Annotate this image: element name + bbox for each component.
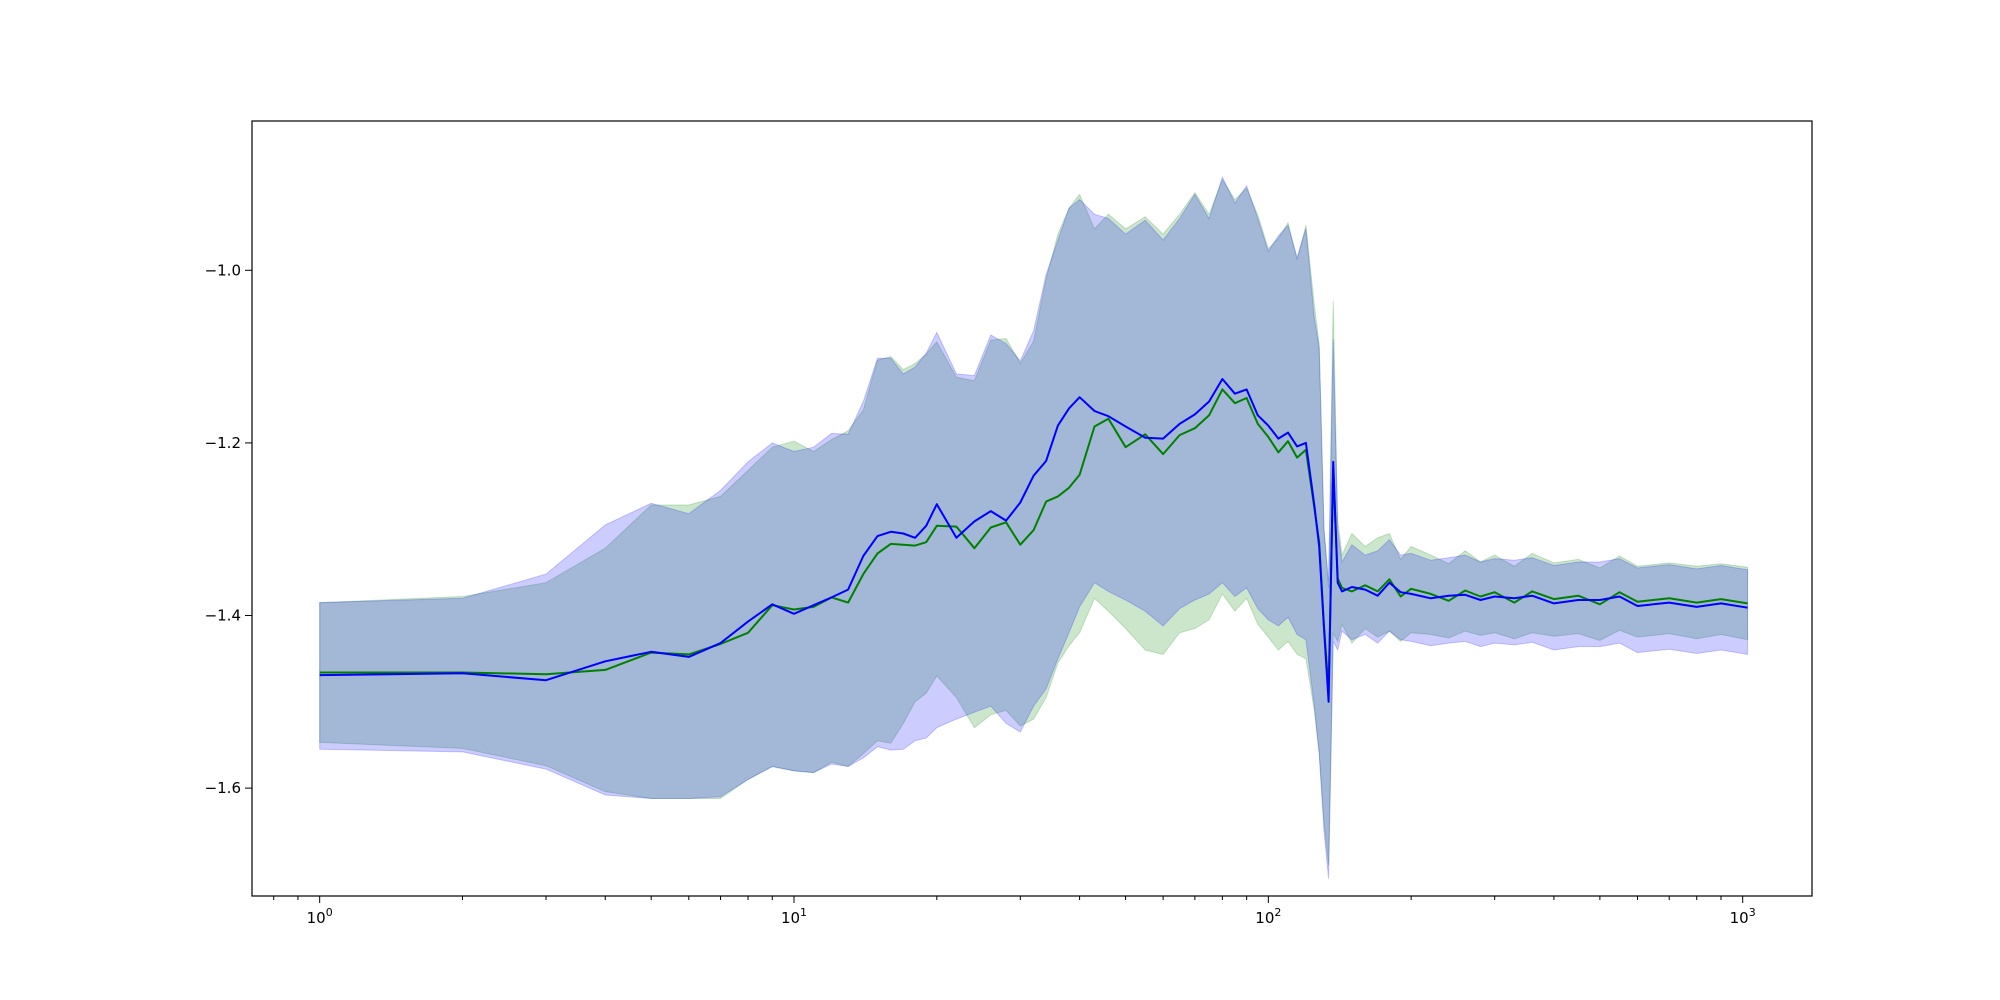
axes-frame — [251, 120, 1813, 897]
series-0-band — [319, 178, 1749, 866]
y-tick-label: −1.2 — [205, 434, 241, 452]
y-tick-label: −1.4 — [205, 607, 241, 625]
plot-area — [319, 175, 1749, 879]
series-0-line — [319, 388, 1748, 693]
series-1-line — [319, 378, 1748, 703]
y-tick-label: −1.6 — [205, 779, 241, 797]
y-tick-label: −1.0 — [205, 261, 241, 279]
